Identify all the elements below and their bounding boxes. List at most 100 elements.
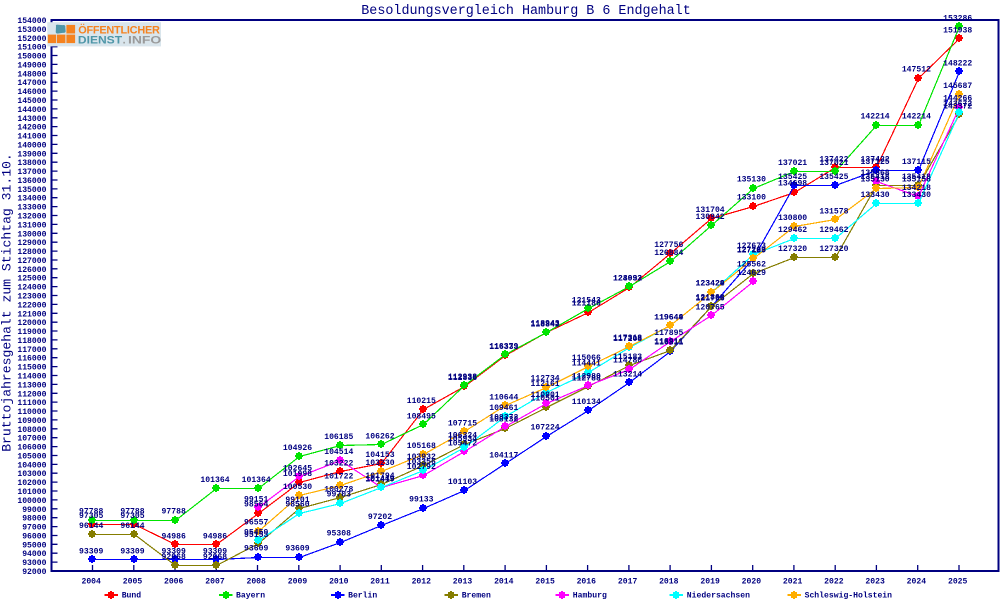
svg-text:2006: 2006 <box>164 577 184 586</box>
svg-text:101998: 101998 <box>283 470 312 479</box>
svg-text:.: . <box>123 34 126 46</box>
svg-text:124629: 124629 <box>737 269 766 278</box>
svg-text:2016: 2016 <box>577 577 597 586</box>
svg-text:101794: 101794 <box>365 472 394 481</box>
svg-text:110501: 110501 <box>531 395 560 404</box>
svg-text:95308: 95308 <box>327 530 351 539</box>
svg-text:132000: 132000 <box>17 213 46 222</box>
svg-text:112734: 112734 <box>531 375 560 384</box>
svg-text:2012: 2012 <box>412 577 432 586</box>
svg-text:136000: 136000 <box>17 177 46 186</box>
svg-text:95000: 95000 <box>22 541 46 550</box>
svg-text:Besoldungsvergleich Hamburg B: Besoldungsvergleich Hamburg B 6 Endgehal… <box>361 4 690 19</box>
svg-text:135418: 135418 <box>902 173 931 182</box>
svg-text:2022: 2022 <box>824 577 844 586</box>
svg-text:112938: 112938 <box>448 373 477 382</box>
svg-text:94986: 94986 <box>162 533 186 542</box>
svg-text:102000: 102000 <box>17 479 46 488</box>
svg-text:Bremen: Bremen <box>462 592 491 600</box>
svg-text:115066: 115066 <box>572 354 601 363</box>
svg-text:97305: 97305 <box>79 512 103 521</box>
svg-text:2020: 2020 <box>742 577 762 586</box>
svg-text:102792: 102792 <box>407 463 436 472</box>
svg-text:115183: 115183 <box>613 353 642 362</box>
svg-text:131578: 131578 <box>819 207 848 216</box>
svg-text:97788: 97788 <box>162 508 186 517</box>
svg-text:99151: 99151 <box>244 495 268 504</box>
svg-text:Schleswig-Holstein: Schleswig-Holstein <box>805 592 893 600</box>
svg-text:133100: 133100 <box>737 194 766 203</box>
svg-text:117000: 117000 <box>17 346 46 355</box>
svg-text:140000: 140000 <box>17 141 46 150</box>
svg-text:ÖFFENTLICHER: ÖFFENTLICHER <box>78 23 160 36</box>
svg-text:124033: 124033 <box>613 274 642 283</box>
svg-text:117208: 117208 <box>613 335 642 344</box>
svg-text:116379: 116379 <box>489 342 518 351</box>
svg-text:98560: 98560 <box>285 501 309 510</box>
svg-text:94986: 94986 <box>203 533 227 542</box>
svg-text:142214: 142214 <box>902 113 931 122</box>
svg-text:121543: 121543 <box>572 296 601 305</box>
svg-text:97305: 97305 <box>120 512 144 521</box>
svg-text:99133: 99133 <box>409 496 433 505</box>
svg-text:137422: 137422 <box>819 155 848 164</box>
svg-text:116000: 116000 <box>17 355 46 364</box>
svg-text:2013: 2013 <box>453 577 473 586</box>
svg-text:107715: 107715 <box>448 419 477 428</box>
svg-text:103222: 103222 <box>324 459 353 468</box>
svg-text:129462: 129462 <box>778 226 807 235</box>
svg-text:2024: 2024 <box>907 577 927 586</box>
svg-text:137125: 137125 <box>861 158 890 167</box>
svg-text:149000: 149000 <box>17 61 46 70</box>
svg-text:133000: 133000 <box>17 204 46 213</box>
svg-text:96000: 96000 <box>22 533 46 542</box>
svg-text:123992: 123992 <box>613 275 642 284</box>
svg-text:2023: 2023 <box>865 577 885 586</box>
svg-text:129000: 129000 <box>17 239 46 248</box>
svg-text:2004: 2004 <box>81 577 101 586</box>
svg-text:133430: 133430 <box>902 191 931 200</box>
svg-text:95459: 95459 <box>244 528 268 537</box>
svg-text:112788: 112788 <box>572 374 601 383</box>
svg-text:101722: 101722 <box>324 473 353 482</box>
svg-text:103356: 103356 <box>407 458 436 467</box>
svg-text:110901: 110901 <box>531 391 560 400</box>
svg-text:135868: 135868 <box>861 169 890 178</box>
svg-text:2021: 2021 <box>783 577 803 586</box>
svg-text:97788: 97788 <box>79 508 103 517</box>
svg-text:117895: 117895 <box>654 329 683 338</box>
svg-text:95153: 95153 <box>244 531 268 540</box>
svg-text:127189: 127189 <box>737 246 766 255</box>
svg-text:100278: 100278 <box>324 485 353 494</box>
svg-text:127000: 127000 <box>17 257 46 266</box>
svg-text:134000: 134000 <box>17 195 46 204</box>
svg-text:139000: 139000 <box>17 150 46 159</box>
svg-text:114000: 114000 <box>17 373 46 382</box>
svg-text:112000: 112000 <box>17 390 46 399</box>
svg-text:119000: 119000 <box>17 328 46 337</box>
svg-text:142214: 142214 <box>861 113 890 122</box>
svg-text:135130: 135130 <box>861 176 890 185</box>
svg-text:108132: 108132 <box>489 416 518 425</box>
svg-text:116333: 116333 <box>489 343 518 352</box>
svg-text:2018: 2018 <box>659 577 679 586</box>
svg-text:143000: 143000 <box>17 115 46 124</box>
svg-text:101419: 101419 <box>365 475 394 484</box>
svg-text:123000: 123000 <box>17 293 46 302</box>
svg-text:Berlin: Berlin <box>348 592 377 600</box>
svg-text:101000: 101000 <box>17 488 46 497</box>
svg-text:107000: 107000 <box>17 435 46 444</box>
svg-text:143372: 143372 <box>943 103 972 112</box>
svg-text:121186: 121186 <box>572 300 601 309</box>
svg-text:Bund: Bund <box>122 592 142 600</box>
svg-text:115000: 115000 <box>17 364 46 373</box>
svg-text:118842: 118842 <box>531 321 560 330</box>
svg-text:112836: 112836 <box>448 374 477 383</box>
svg-text:131000: 131000 <box>17 221 46 230</box>
svg-text:134698: 134698 <box>778 180 807 189</box>
svg-text:133430: 133430 <box>861 191 890 200</box>
svg-text:110644: 110644 <box>489 393 518 402</box>
svg-text:105000: 105000 <box>17 453 46 462</box>
svg-text:138000: 138000 <box>17 159 46 168</box>
svg-text:135425: 135425 <box>819 173 848 182</box>
